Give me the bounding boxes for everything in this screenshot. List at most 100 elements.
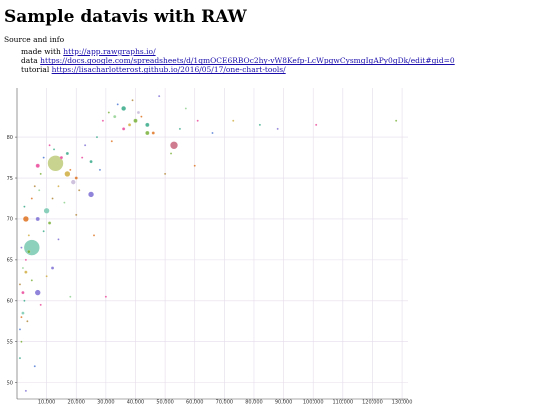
y-tick-label: 50 [7,380,13,386]
scatter-point [258,123,261,126]
link-prefix: data [21,56,41,66]
y-tick-label: 80 [7,135,13,141]
scatter-point [101,119,105,122]
data-source-link[interactable]: https://docs.google.com/spreadsheets/d/1… [40,56,455,66]
scatter-point [169,140,179,150]
scatter-point [35,216,40,222]
scatter-point [21,311,25,315]
scatter-point [45,275,48,278]
x-tick-label: 30,000 [97,400,115,405]
scatter-point [35,163,40,168]
list-item: tutorial https://lisacharlotterost.githu… [21,65,540,74]
scatter-point [59,155,64,160]
scatter-point [18,283,22,286]
scatter-point [196,119,199,122]
scatter-point [20,316,23,319]
scatter-point [70,179,77,185]
scatter-point [164,172,167,176]
source-link-list: made with http://app.rawgraphs.io/ data … [12,47,540,75]
scatter-point [87,191,95,198]
chart-points [18,95,398,392]
y-tick-label: 55 [7,340,13,346]
scatter-point [21,291,25,295]
scatter-point [158,95,161,98]
scatter-point [84,144,87,147]
scatter-point [89,160,93,164]
x-tick-label: 50,000 [156,400,174,405]
x-tick-label: 90,000 [275,400,293,405]
page-title: Sample datavis with RAW [4,7,247,27]
x-tick-label: 110,000 [332,400,353,405]
scatter-point [133,118,138,123]
x-tick-label: 60,000 [186,400,204,405]
scatter-point [211,131,214,135]
scatter-point [24,258,27,261]
scatter-point [64,170,71,178]
scatter-point [104,295,107,298]
link-prefix: made with [21,47,64,56]
scatter-point [47,221,52,225]
scatter-point [131,99,134,102]
x-tick-label: 10,000 [38,400,56,405]
scatter-point [276,127,279,131]
scatter-point [33,365,36,368]
scatter-point [42,230,45,233]
scatter-point [116,103,119,106]
scatter-point [50,266,55,270]
scatter-point [57,185,60,188]
chart-axes [15,88,408,401]
scatter-point [24,270,28,274]
scatter-point [39,172,42,176]
scatter-point [145,122,150,127]
scatter-point [69,295,72,298]
scatter-point [24,389,27,392]
scatter-point [63,201,66,204]
scatter-point [136,110,141,115]
scatter-point [395,119,398,122]
scatter-point [169,152,173,155]
rawgraphs-link[interactable]: http://app.rawgraphs.io/ [63,47,156,56]
scatter-point [42,156,45,159]
scatter-point [23,239,41,256]
tutorial-link[interactable]: https://lisacharlotterost.github.io/2016… [51,65,286,75]
scatter-point [57,238,60,241]
y-tick-label: 65 [7,258,13,264]
scatter-point [47,154,64,172]
scatter-point [30,279,33,282]
page-subtitle: Source and info [4,35,65,44]
scatter-point [98,168,102,171]
scatter-point [23,205,26,208]
x-tick-label: 40,000 [127,400,145,405]
scatter-point [145,130,150,136]
scatter-point [92,234,96,237]
scatter-point [120,105,127,112]
scatter-point [18,328,22,331]
scatter-point [39,303,42,306]
scatter-point [184,107,187,110]
scatter-point [75,213,78,216]
scatter-point [127,123,132,127]
scatter-point [315,123,318,126]
scatter-point [23,299,26,302]
scatter-point [22,215,30,223]
scatter-point [38,189,41,192]
scatter-point [20,246,23,249]
scatter-point [48,144,51,147]
y-tick-label: 70 [7,217,13,223]
scatter-point [193,164,196,167]
x-tick-label: 80,000 [245,400,263,405]
scatter-point [20,340,23,343]
chart-grid [17,88,408,399]
scatter-point [151,131,155,135]
x-tick-label: 70,000 [216,400,234,405]
y-tick-label: 60 [7,299,13,305]
chart-tick-labels: 10,000 20,000 30,000 40,000 50,000 60,000 70,0… [7,135,413,405]
scatter-point [18,356,22,360]
scatter-point [52,148,56,151]
x-tick-label: 120,000 [362,400,383,405]
scatter-point [178,127,182,131]
scatter-point [34,289,42,296]
scatter-point [27,250,31,254]
scatter-point [69,168,72,171]
